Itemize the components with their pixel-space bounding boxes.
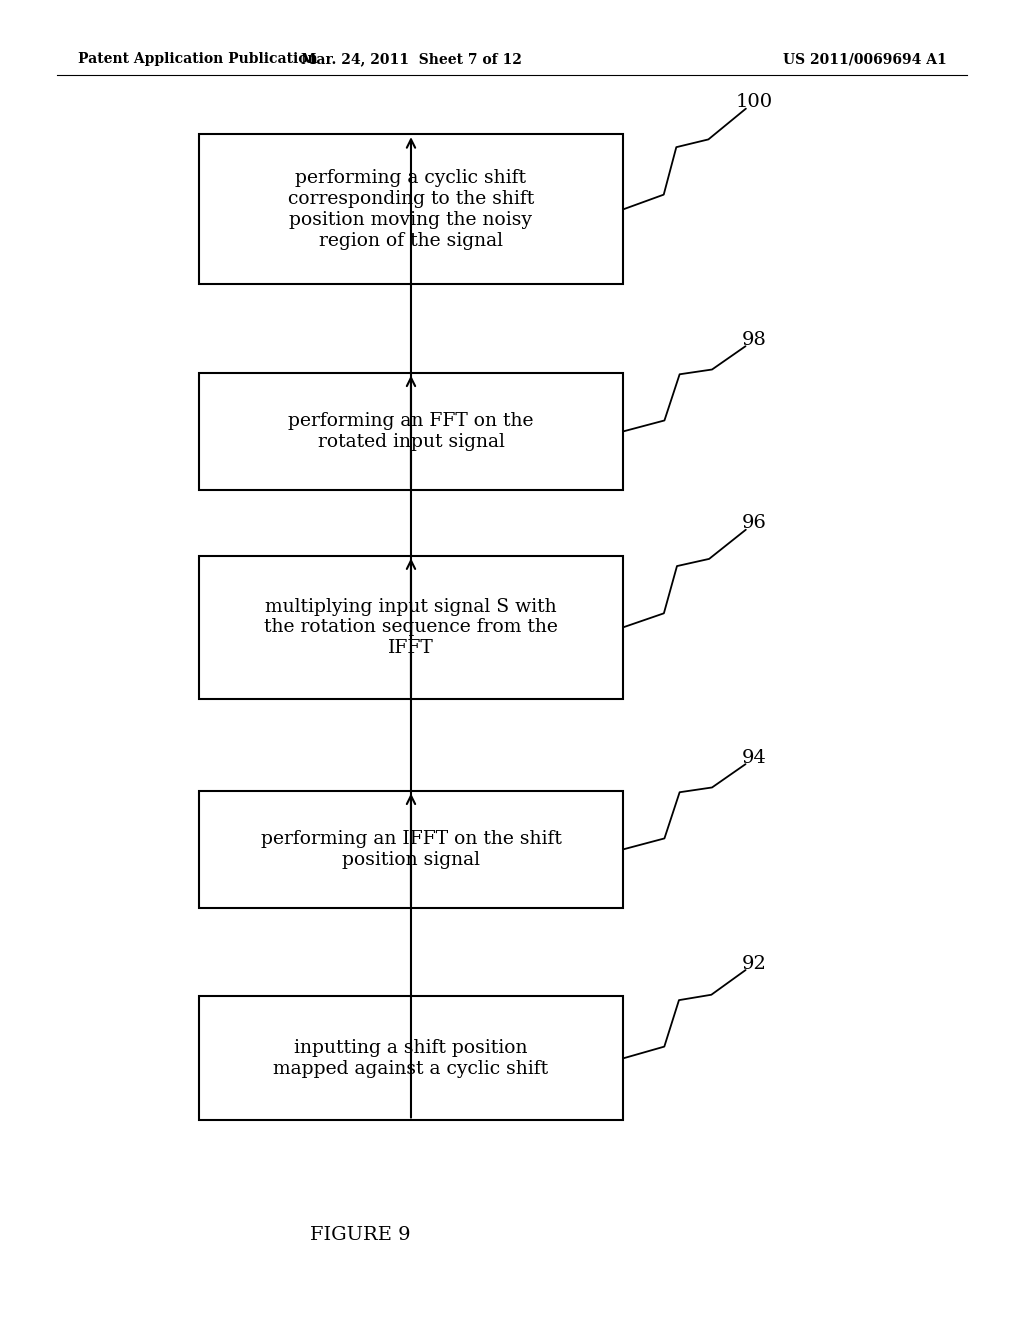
Text: inputting a shift position
mapped against a cyclic shift: inputting a shift position mapped agains… — [273, 1039, 549, 1077]
Text: performing an FFT on the
rotated input signal: performing an FFT on the rotated input s… — [288, 412, 534, 451]
Text: 100: 100 — [736, 92, 773, 111]
Bar — [199, 791, 624, 908]
Text: Patent Application Publication: Patent Application Publication — [78, 53, 317, 66]
Text: performing a cyclic shift
corresponding to the shift
position moving the noisy
r: performing a cyclic shift corresponding … — [288, 169, 535, 249]
Bar — [199, 135, 624, 285]
Text: 92: 92 — [742, 954, 767, 973]
Text: multiplying input signal S with
the rotation sequence from the
IFFT: multiplying input signal S with the rota… — [264, 598, 558, 657]
Text: 98: 98 — [742, 331, 767, 348]
Text: performing an IFFT on the shift
position signal: performing an IFFT on the shift position… — [260, 830, 561, 869]
Text: 94: 94 — [742, 748, 767, 767]
Text: US 2011/0069694 A1: US 2011/0069694 A1 — [782, 53, 946, 66]
Text: FIGURE 9: FIGURE 9 — [310, 1226, 411, 1243]
Bar — [199, 372, 624, 490]
Bar — [199, 997, 624, 1121]
Bar — [199, 556, 624, 700]
Text: Mar. 24, 2011  Sheet 7 of 12: Mar. 24, 2011 Sheet 7 of 12 — [301, 53, 521, 66]
Text: 96: 96 — [742, 513, 767, 532]
